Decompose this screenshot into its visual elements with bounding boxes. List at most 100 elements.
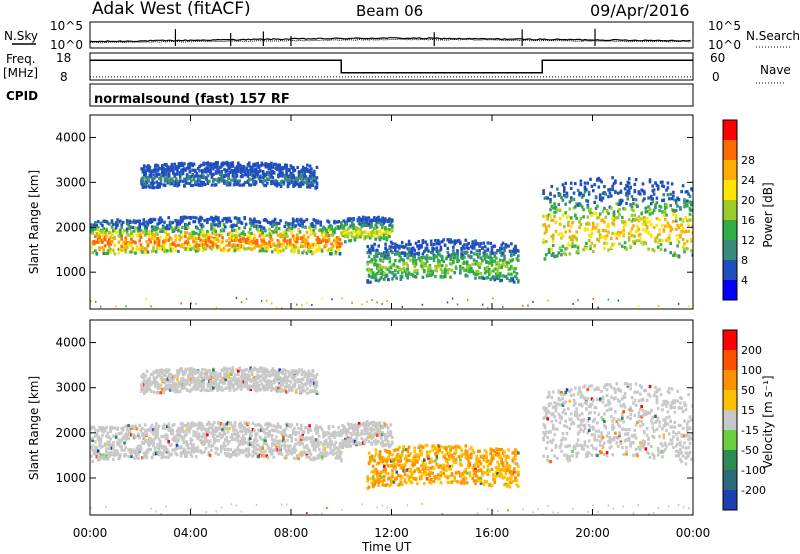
data-cell xyxy=(324,438,328,442)
data-cell xyxy=(293,250,296,254)
data-cell xyxy=(594,206,598,210)
data-cell xyxy=(542,240,545,244)
data-cell xyxy=(132,240,136,244)
data-cell xyxy=(225,216,228,220)
data-cell xyxy=(121,220,125,224)
data-cell xyxy=(224,225,227,229)
data-cell xyxy=(364,216,368,220)
data-cell xyxy=(137,247,140,251)
data-cell xyxy=(313,226,317,230)
data-cell xyxy=(198,183,201,187)
ground-scatter-cell xyxy=(532,300,534,303)
data-cell xyxy=(424,240,427,244)
data-cell xyxy=(479,272,483,276)
data-cell xyxy=(221,368,225,372)
data-cell xyxy=(296,178,299,182)
data-cell xyxy=(152,441,155,445)
data-cell xyxy=(266,220,270,225)
data-cell xyxy=(166,173,170,177)
data-cell xyxy=(576,246,580,250)
data-cell xyxy=(637,227,641,231)
ground-scatter-cell xyxy=(301,304,303,307)
data-cell xyxy=(545,229,548,233)
data-cell xyxy=(161,426,165,430)
data-cell xyxy=(300,217,303,221)
data-cell xyxy=(186,247,190,251)
data-cell xyxy=(120,438,123,442)
data-cell xyxy=(157,437,161,441)
data-cell xyxy=(443,275,447,279)
data-cell xyxy=(244,222,248,226)
data-cell xyxy=(414,262,418,266)
data-cell xyxy=(272,429,275,433)
date-label: 09/Apr/2016 xyxy=(590,1,690,20)
data-cell xyxy=(167,376,171,380)
data-cell xyxy=(230,178,233,182)
data-cell xyxy=(142,230,146,234)
data-cell xyxy=(198,382,201,386)
data-cell xyxy=(496,276,499,281)
data-cell xyxy=(417,247,421,251)
data-cell xyxy=(110,221,114,225)
data-cell xyxy=(677,226,681,230)
data-cell xyxy=(616,230,620,234)
data-cell xyxy=(248,232,252,236)
data-cell xyxy=(352,218,355,222)
data-cell xyxy=(338,433,342,438)
data-cell xyxy=(130,243,133,248)
data-cell xyxy=(309,436,313,441)
data-cell xyxy=(109,242,112,246)
data-cell xyxy=(166,227,169,231)
data-cell xyxy=(278,174,281,178)
ground-scatter-cell xyxy=(451,297,454,300)
data-cell xyxy=(374,278,378,282)
data-cell xyxy=(435,269,439,273)
data-cell xyxy=(119,247,122,251)
nsky-series-line xyxy=(89,37,691,43)
data-cell xyxy=(257,170,261,174)
data-cell xyxy=(284,454,288,458)
data-cell xyxy=(108,237,111,241)
data-cell xyxy=(290,452,293,456)
data-cell xyxy=(488,272,491,276)
data-cell xyxy=(284,433,288,437)
data-cell xyxy=(172,439,176,443)
data-cell xyxy=(312,458,316,462)
data-cell xyxy=(105,425,108,429)
data-cell xyxy=(406,274,409,278)
data-cell xyxy=(148,185,152,189)
data-cell xyxy=(166,233,169,237)
data-cell xyxy=(279,243,282,247)
data-cell xyxy=(113,453,117,457)
data-cell xyxy=(373,262,376,266)
data-cell xyxy=(630,205,634,209)
data-cell xyxy=(117,234,121,238)
data-cell xyxy=(297,426,300,431)
data-cell xyxy=(291,450,295,454)
data-cell xyxy=(257,166,261,170)
data-cell xyxy=(137,448,140,452)
data-cell xyxy=(385,237,389,241)
data-cell xyxy=(205,377,208,381)
data-cell xyxy=(207,236,211,240)
data-cell xyxy=(291,429,295,433)
data-cell xyxy=(316,439,320,443)
data-cell xyxy=(148,380,152,384)
data-cell xyxy=(178,179,182,183)
data-cell xyxy=(265,246,269,250)
data-cell xyxy=(193,220,197,224)
data-cell xyxy=(228,248,231,252)
data-cell xyxy=(279,425,282,430)
data-cell xyxy=(403,245,407,249)
data-cell xyxy=(95,232,99,236)
data-cell xyxy=(192,237,195,241)
data-cell xyxy=(679,223,682,227)
data-cell xyxy=(429,256,433,260)
data-cell xyxy=(207,430,211,434)
data-cell xyxy=(167,441,170,445)
data-cell xyxy=(324,233,328,237)
data-cell xyxy=(166,448,169,452)
data-cell xyxy=(425,256,429,260)
data-cell xyxy=(626,190,630,194)
data-cell xyxy=(101,246,104,250)
